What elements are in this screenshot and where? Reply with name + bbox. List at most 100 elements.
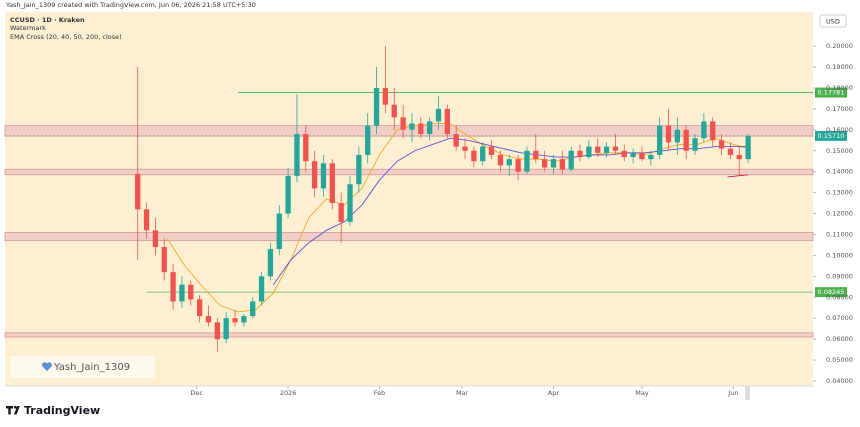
- y-tick-label: 0.04000: [826, 377, 853, 385]
- candle-body: [736, 154, 742, 160]
- candle-body: [701, 121, 707, 139]
- y-tick-label: 0.15000: [826, 147, 853, 155]
- y-tick-label: 0.20000: [826, 42, 853, 50]
- candle-body: [303, 134, 309, 162]
- candle-body: [409, 123, 415, 130]
- candle-body: [710, 121, 716, 141]
- zone: [4, 232, 814, 242]
- candle-body: [320, 163, 327, 189]
- zone: [4, 332, 814, 338]
- x-tick-label: May: [635, 389, 649, 397]
- ema-line: [272, 137, 749, 285]
- brand[interactable]: TradingView: [24, 404, 100, 417]
- ema-line: [727, 174, 749, 178]
- candle-body: [161, 247, 167, 273]
- candle-body: [188, 284, 194, 300]
- candle-body: [533, 150, 539, 160]
- candle-body: [196, 299, 203, 317]
- y-tick-label: 0.16000: [826, 126, 853, 134]
- candle-body: [559, 159, 565, 170]
- candle-body: [329, 163, 335, 204]
- candle-body: [267, 249, 274, 277]
- candle-body: [497, 154, 504, 166]
- watermark-box: [10, 356, 155, 378]
- y-tick-label: 0.13000: [826, 189, 853, 197]
- candle-body: [311, 161, 318, 189]
- candle-body: [373, 87, 380, 126]
- currency: USD: [826, 18, 840, 26]
- candle-body: [541, 159, 548, 168]
- symbol: CCUSD · 1D · Kraken: [10, 16, 85, 24]
- candle-body: [347, 184, 353, 222]
- x-tick-label: Apr: [548, 389, 560, 397]
- candle-body: [657, 125, 663, 155]
- candle-body: [515, 159, 521, 172]
- candle-body: [550, 159, 557, 168]
- candle-body: [276, 213, 282, 250]
- candle-body: [612, 146, 619, 151]
- zones: [4, 125, 814, 338]
- credit: Yash_Jain_1309 created with TradingView.…: [5, 1, 256, 9]
- x-tick-label: Mar: [456, 389, 469, 397]
- x-tick-label: Feb: [374, 389, 386, 397]
- candle-body: [294, 134, 300, 176]
- last-price-label: 0.15710: [818, 132, 845, 140]
- y-tick-label: 0.11000: [826, 230, 853, 238]
- candle-body: [595, 146, 601, 153]
- price-axis-panel: [813, 12, 860, 386]
- y-tick-label: 0.05000: [826, 356, 853, 364]
- candle-body: [179, 284, 185, 302]
- candle-body: [603, 146, 610, 153]
- x-tick-label: 2026: [280, 389, 297, 397]
- candle-body: [205, 316, 212, 323]
- candle-body: [630, 152, 636, 158]
- candle-body: [577, 150, 583, 158]
- zone: [4, 168, 814, 176]
- candle-body: [568, 150, 574, 170]
- candle-body: [471, 150, 477, 162]
- candle-body: [665, 125, 672, 143]
- candle-body: [718, 140, 725, 149]
- watermark: Yash_Jain_1309: [53, 362, 130, 373]
- axes: 0.17781 0.08245 0.15710 0.20000 0.19000 0.180…: [190, 42, 853, 397]
- candle-body: [232, 318, 238, 323]
- candle-body: [250, 301, 256, 317]
- candle-body: [214, 322, 220, 340]
- candle-body: [727, 148, 734, 155]
- candle-body: [621, 150, 627, 158]
- candle-body: [285, 175, 291, 214]
- plot-area: [5, 12, 813, 386]
- y-tick-label: 0.10000: [826, 251, 853, 259]
- y-tick-label: 0.07000: [826, 314, 853, 322]
- level-label-box: [815, 287, 847, 298]
- candle-body: [143, 209, 150, 231]
- candle-body: [462, 146, 468, 151]
- candle-body: [506, 159, 512, 166]
- currency-box[interactable]: [819, 14, 847, 28]
- x-tick-label: Jun: [727, 389, 738, 397]
- last-price-box: [815, 130, 847, 141]
- level-label: 0.08245: [818, 288, 845, 296]
- y-tick-label: 0.18000: [826, 84, 853, 92]
- candle-body: [338, 203, 344, 222]
- y-tick-label: 0.19000: [826, 63, 853, 71]
- y-tick-label: 0.14000: [826, 168, 853, 176]
- candle-body: [152, 230, 159, 248]
- x-tick-label: Dec: [190, 389, 203, 397]
- candle-body: [418, 123, 424, 135]
- candle-body: [241, 316, 247, 323]
- candle-body: [524, 150, 530, 172]
- candles: [135, 46, 751, 352]
- level-label-box: [815, 87, 847, 98]
- candle-body: [365, 125, 371, 155]
- candle-body: [480, 146, 486, 162]
- y-tick-label: 0.09000: [826, 272, 853, 280]
- candle-body: [170, 272, 176, 302]
- candle-body: [683, 129, 689, 151]
- candle-body: [223, 318, 229, 340]
- candle-body: [356, 154, 362, 185]
- candle-body: [258, 276, 265, 302]
- candle-body: [674, 129, 681, 143]
